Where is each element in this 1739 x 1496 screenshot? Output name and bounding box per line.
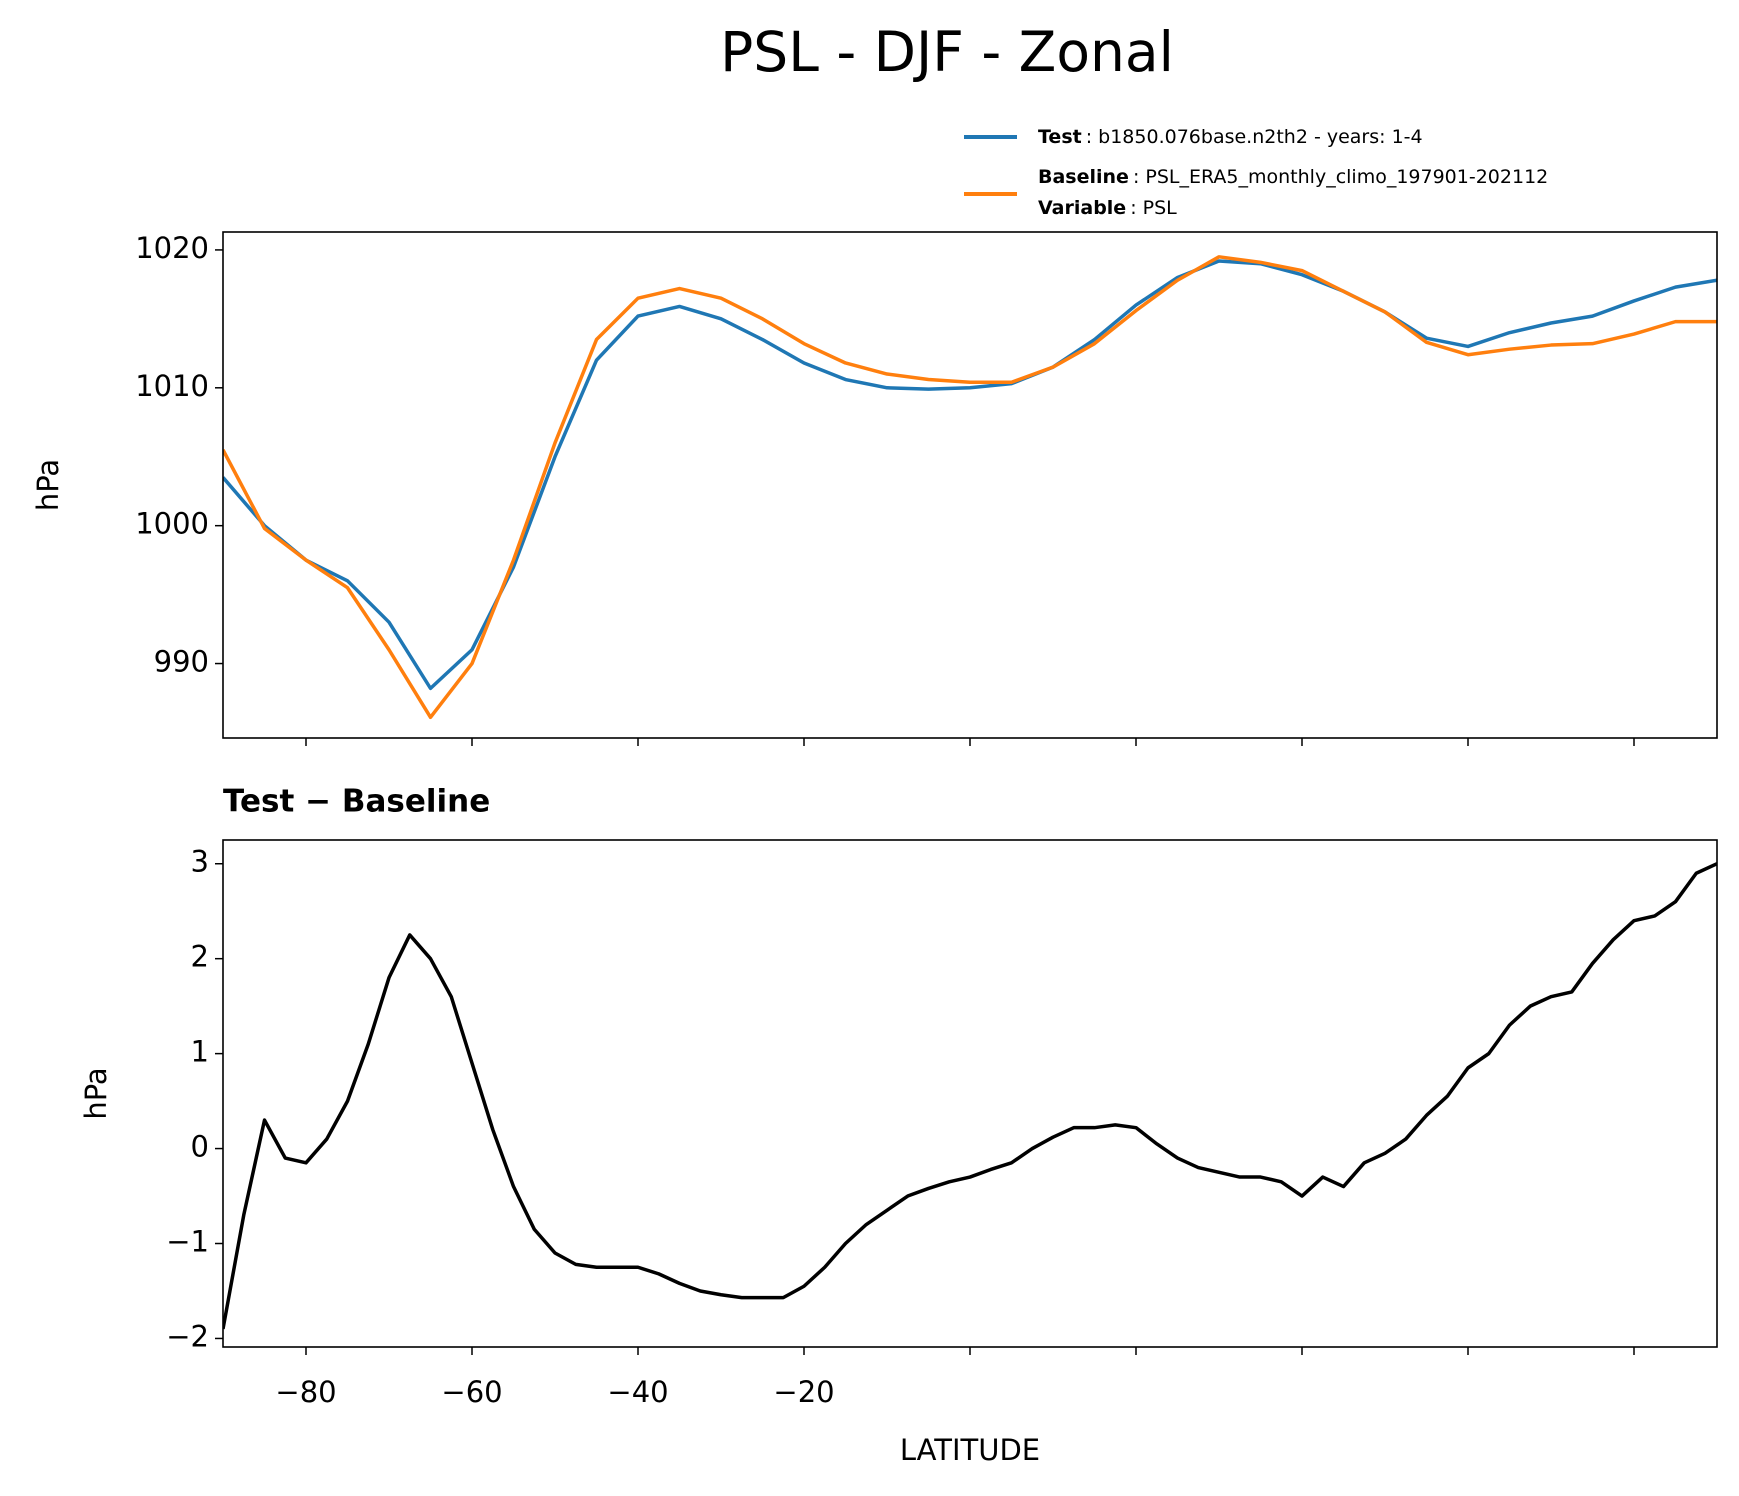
y-axis-label: hPa xyxy=(31,459,65,511)
y-tick-label: 2 xyxy=(191,940,209,974)
legend-label: Variable: PSL xyxy=(1038,197,1177,219)
legend-label: Baseline: PSL_ERA5_monthly_climo_197901-… xyxy=(1038,166,1548,188)
axes-frame xyxy=(222,231,1718,739)
figure-title: PSL - DJF - Zonal xyxy=(720,20,1174,84)
legend-label: Test: b1850.076base.n2th2 - years: 1-4 xyxy=(1038,126,1423,148)
series-line xyxy=(223,259,1717,691)
y-tick-label: 1000 xyxy=(135,507,209,541)
y-tick-label: −2 xyxy=(166,1319,209,1353)
subplot-title: Test − Baseline xyxy=(223,784,490,820)
legend-name: Baseline xyxy=(1038,166,1129,188)
legend-description: : PSL_ERA5_monthly_climo_197901-202112 xyxy=(1133,166,1548,188)
series-line xyxy=(223,255,1717,720)
legend-name: Test xyxy=(1038,126,1082,148)
y-tick-label: 1010 xyxy=(135,369,209,403)
y-axis-label: hPa xyxy=(79,1067,113,1119)
x-axis-label: LATITUDE xyxy=(900,1433,1040,1467)
x-tick-label: −40 xyxy=(607,1375,668,1409)
y-tick-label: 1020 xyxy=(135,231,209,265)
x-tick-label: −60 xyxy=(441,1375,502,1409)
x-tick-label: −20 xyxy=(773,1375,834,1409)
y-tick-label: 990 xyxy=(154,645,209,679)
legend-description: : b1850.076base.n2th2 - years: 1-4 xyxy=(1086,126,1423,148)
axes-frame xyxy=(222,839,1718,1348)
legend-name: Variable xyxy=(1038,197,1126,219)
x-tick-label: −80 xyxy=(275,1375,336,1409)
series-line xyxy=(223,862,1717,1330)
y-tick-label: 0 xyxy=(191,1130,209,1164)
y-tick-label: −1 xyxy=(166,1225,209,1259)
y-tick-label: 3 xyxy=(191,845,209,879)
y-tick-label: 1 xyxy=(191,1035,209,1069)
legend-description: : PSL xyxy=(1130,197,1177,219)
